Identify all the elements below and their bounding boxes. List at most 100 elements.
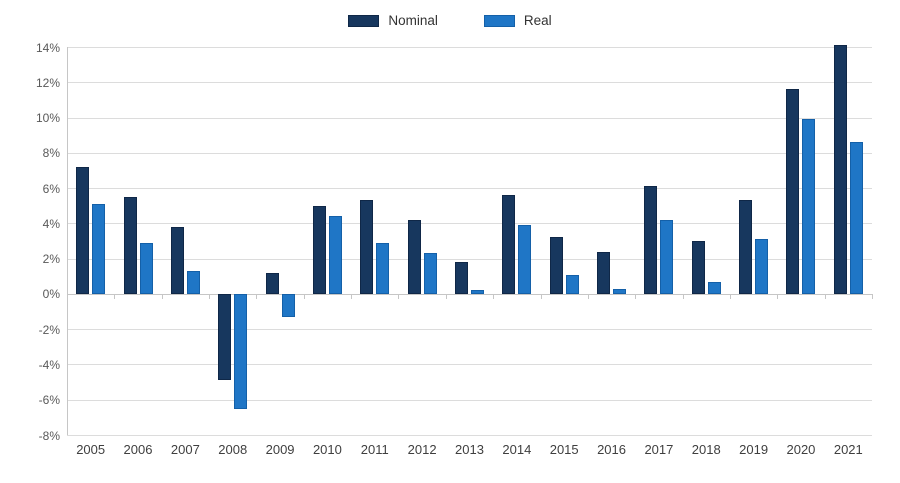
gridline xyxy=(67,117,872,119)
x-axis-label-2006: 2006 xyxy=(123,442,153,457)
legend-label-nominal: Nominal xyxy=(388,13,438,28)
bar-nominal-2013 xyxy=(455,262,468,294)
bar-nominal-2021 xyxy=(833,45,847,294)
bar-real-2006 xyxy=(139,242,153,294)
bar-real-2013 xyxy=(471,290,484,294)
bar-real-2014 xyxy=(518,225,532,294)
bar-real-2009 xyxy=(281,293,295,317)
x-axis-tick xyxy=(398,293,400,299)
chart-legend: Nominal Real xyxy=(0,13,900,28)
bar-real-2021 xyxy=(849,142,863,294)
gridline xyxy=(67,364,872,366)
bar-real-2016 xyxy=(613,288,627,294)
x-axis-tick xyxy=(729,293,731,299)
bar-real-2020 xyxy=(802,119,816,294)
x-axis-label-2009: 2009 xyxy=(265,442,295,457)
x-axis-tick xyxy=(256,293,258,299)
bar-real-2010 xyxy=(328,216,342,294)
x-axis-label-2008: 2008 xyxy=(218,442,248,457)
bar-nominal-2012 xyxy=(407,219,421,294)
x-axis-label-2014: 2014 xyxy=(502,442,532,457)
x-axis-tick xyxy=(209,293,211,299)
gridline xyxy=(67,47,872,48)
legend-swatch-nominal-icon xyxy=(348,14,380,27)
x-axis-tick xyxy=(351,293,353,299)
bar-nominal-2007 xyxy=(170,226,184,294)
bar-real-2007 xyxy=(186,270,200,294)
x-axis-tick xyxy=(824,293,826,299)
y-axis-label: 4% xyxy=(42,216,60,231)
x-axis-tick xyxy=(540,293,542,299)
bar-nominal-2006 xyxy=(123,196,137,294)
y-axis-label: -2% xyxy=(38,322,60,337)
x-axis-label-2010: 2010 xyxy=(312,442,342,457)
legend-label-real: Real xyxy=(523,13,552,28)
bar-nominal-2019 xyxy=(739,200,753,294)
y-axis-line xyxy=(67,47,68,435)
gridline xyxy=(67,258,872,260)
gridline xyxy=(67,329,872,331)
bar-real-2008 xyxy=(234,293,248,409)
bar-real-2005 xyxy=(92,203,106,294)
y-axis-label: -6% xyxy=(38,393,60,408)
bar-real-2017 xyxy=(660,219,674,294)
gridline xyxy=(67,435,872,436)
bar-real-2018 xyxy=(707,281,721,294)
y-axis-label: 2% xyxy=(42,252,60,267)
bar-real-2019 xyxy=(755,239,769,294)
x-axis-tick xyxy=(114,293,116,299)
bar-nominal-2009 xyxy=(265,272,279,294)
x-axis-tick xyxy=(445,293,447,299)
y-axis-label: 10% xyxy=(35,111,60,126)
gridline xyxy=(67,152,872,154)
bar-nominal-2010 xyxy=(312,205,326,294)
bar-real-2011 xyxy=(376,242,390,294)
zero-axis-line xyxy=(67,293,872,295)
y-axis-label: 0% xyxy=(42,287,60,302)
x-axis-label-2012: 2012 xyxy=(407,442,437,457)
x-axis-tick xyxy=(777,293,779,299)
bar-nominal-2005 xyxy=(76,166,90,294)
x-axis-tick xyxy=(161,293,163,299)
x-axis-tick xyxy=(587,293,589,299)
bar-nominal-2015 xyxy=(549,237,563,294)
x-axis-tick xyxy=(493,293,495,299)
x-axis-tick xyxy=(303,293,305,299)
x-axis-tick xyxy=(67,293,68,299)
x-axis-label-2019: 2019 xyxy=(739,442,769,457)
x-axis-tick xyxy=(635,293,637,299)
x-axis-tick xyxy=(682,293,684,299)
legend-item-nominal: Nominal xyxy=(348,13,438,28)
y-axis-label: -8% xyxy=(38,428,60,443)
y-axis-label: 14% xyxy=(35,40,60,55)
x-axis-label-2020: 2020 xyxy=(786,442,816,457)
bar-nominal-2017 xyxy=(644,186,658,294)
x-axis-label-2018: 2018 xyxy=(691,442,721,457)
gridline xyxy=(67,223,872,225)
y-axis-label: 6% xyxy=(42,181,60,196)
gridline xyxy=(67,399,872,401)
x-axis-tick xyxy=(872,293,873,299)
legend-swatch-real-icon xyxy=(483,14,515,27)
gridline xyxy=(67,82,872,84)
bar-nominal-2011 xyxy=(360,200,374,294)
x-axis-label-2013: 2013 xyxy=(455,442,484,457)
bar-real-2015 xyxy=(565,274,579,294)
x-axis-label-2021: 2021 xyxy=(833,442,863,457)
x-axis-label-2015: 2015 xyxy=(549,442,579,457)
y-axis-label: 12% xyxy=(35,75,60,90)
bar-nominal-2018 xyxy=(691,241,705,294)
legend-item-real: Real xyxy=(483,13,552,28)
bar-nominal-2008 xyxy=(218,293,232,381)
x-axis-label-2011: 2011 xyxy=(360,442,389,457)
bar-real-2012 xyxy=(423,253,437,294)
x-axis-label-2007: 2007 xyxy=(170,442,200,457)
bar-nominal-2016 xyxy=(597,251,611,294)
bar-nominal-2020 xyxy=(786,89,800,294)
x-axis-label-2016: 2016 xyxy=(597,442,626,457)
x-axis-label-2005: 2005 xyxy=(76,442,106,457)
bar-nominal-2014 xyxy=(502,195,516,294)
x-axis-label-2017: 2017 xyxy=(644,442,674,457)
